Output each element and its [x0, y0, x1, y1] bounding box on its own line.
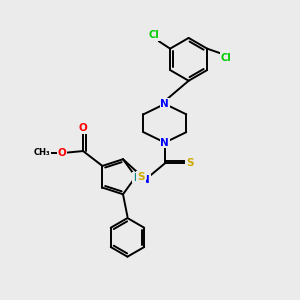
Text: Cl: Cl: [148, 30, 159, 40]
Text: O: O: [79, 123, 88, 133]
Text: O: O: [58, 148, 67, 158]
Text: H: H: [133, 172, 141, 183]
Text: S: S: [137, 172, 145, 182]
Text: Cl: Cl: [220, 52, 231, 63]
Text: N: N: [141, 175, 150, 185]
Text: N: N: [160, 99, 169, 109]
Text: S: S: [186, 158, 193, 168]
Text: CH₃: CH₃: [34, 148, 51, 157]
Text: N: N: [160, 138, 169, 148]
